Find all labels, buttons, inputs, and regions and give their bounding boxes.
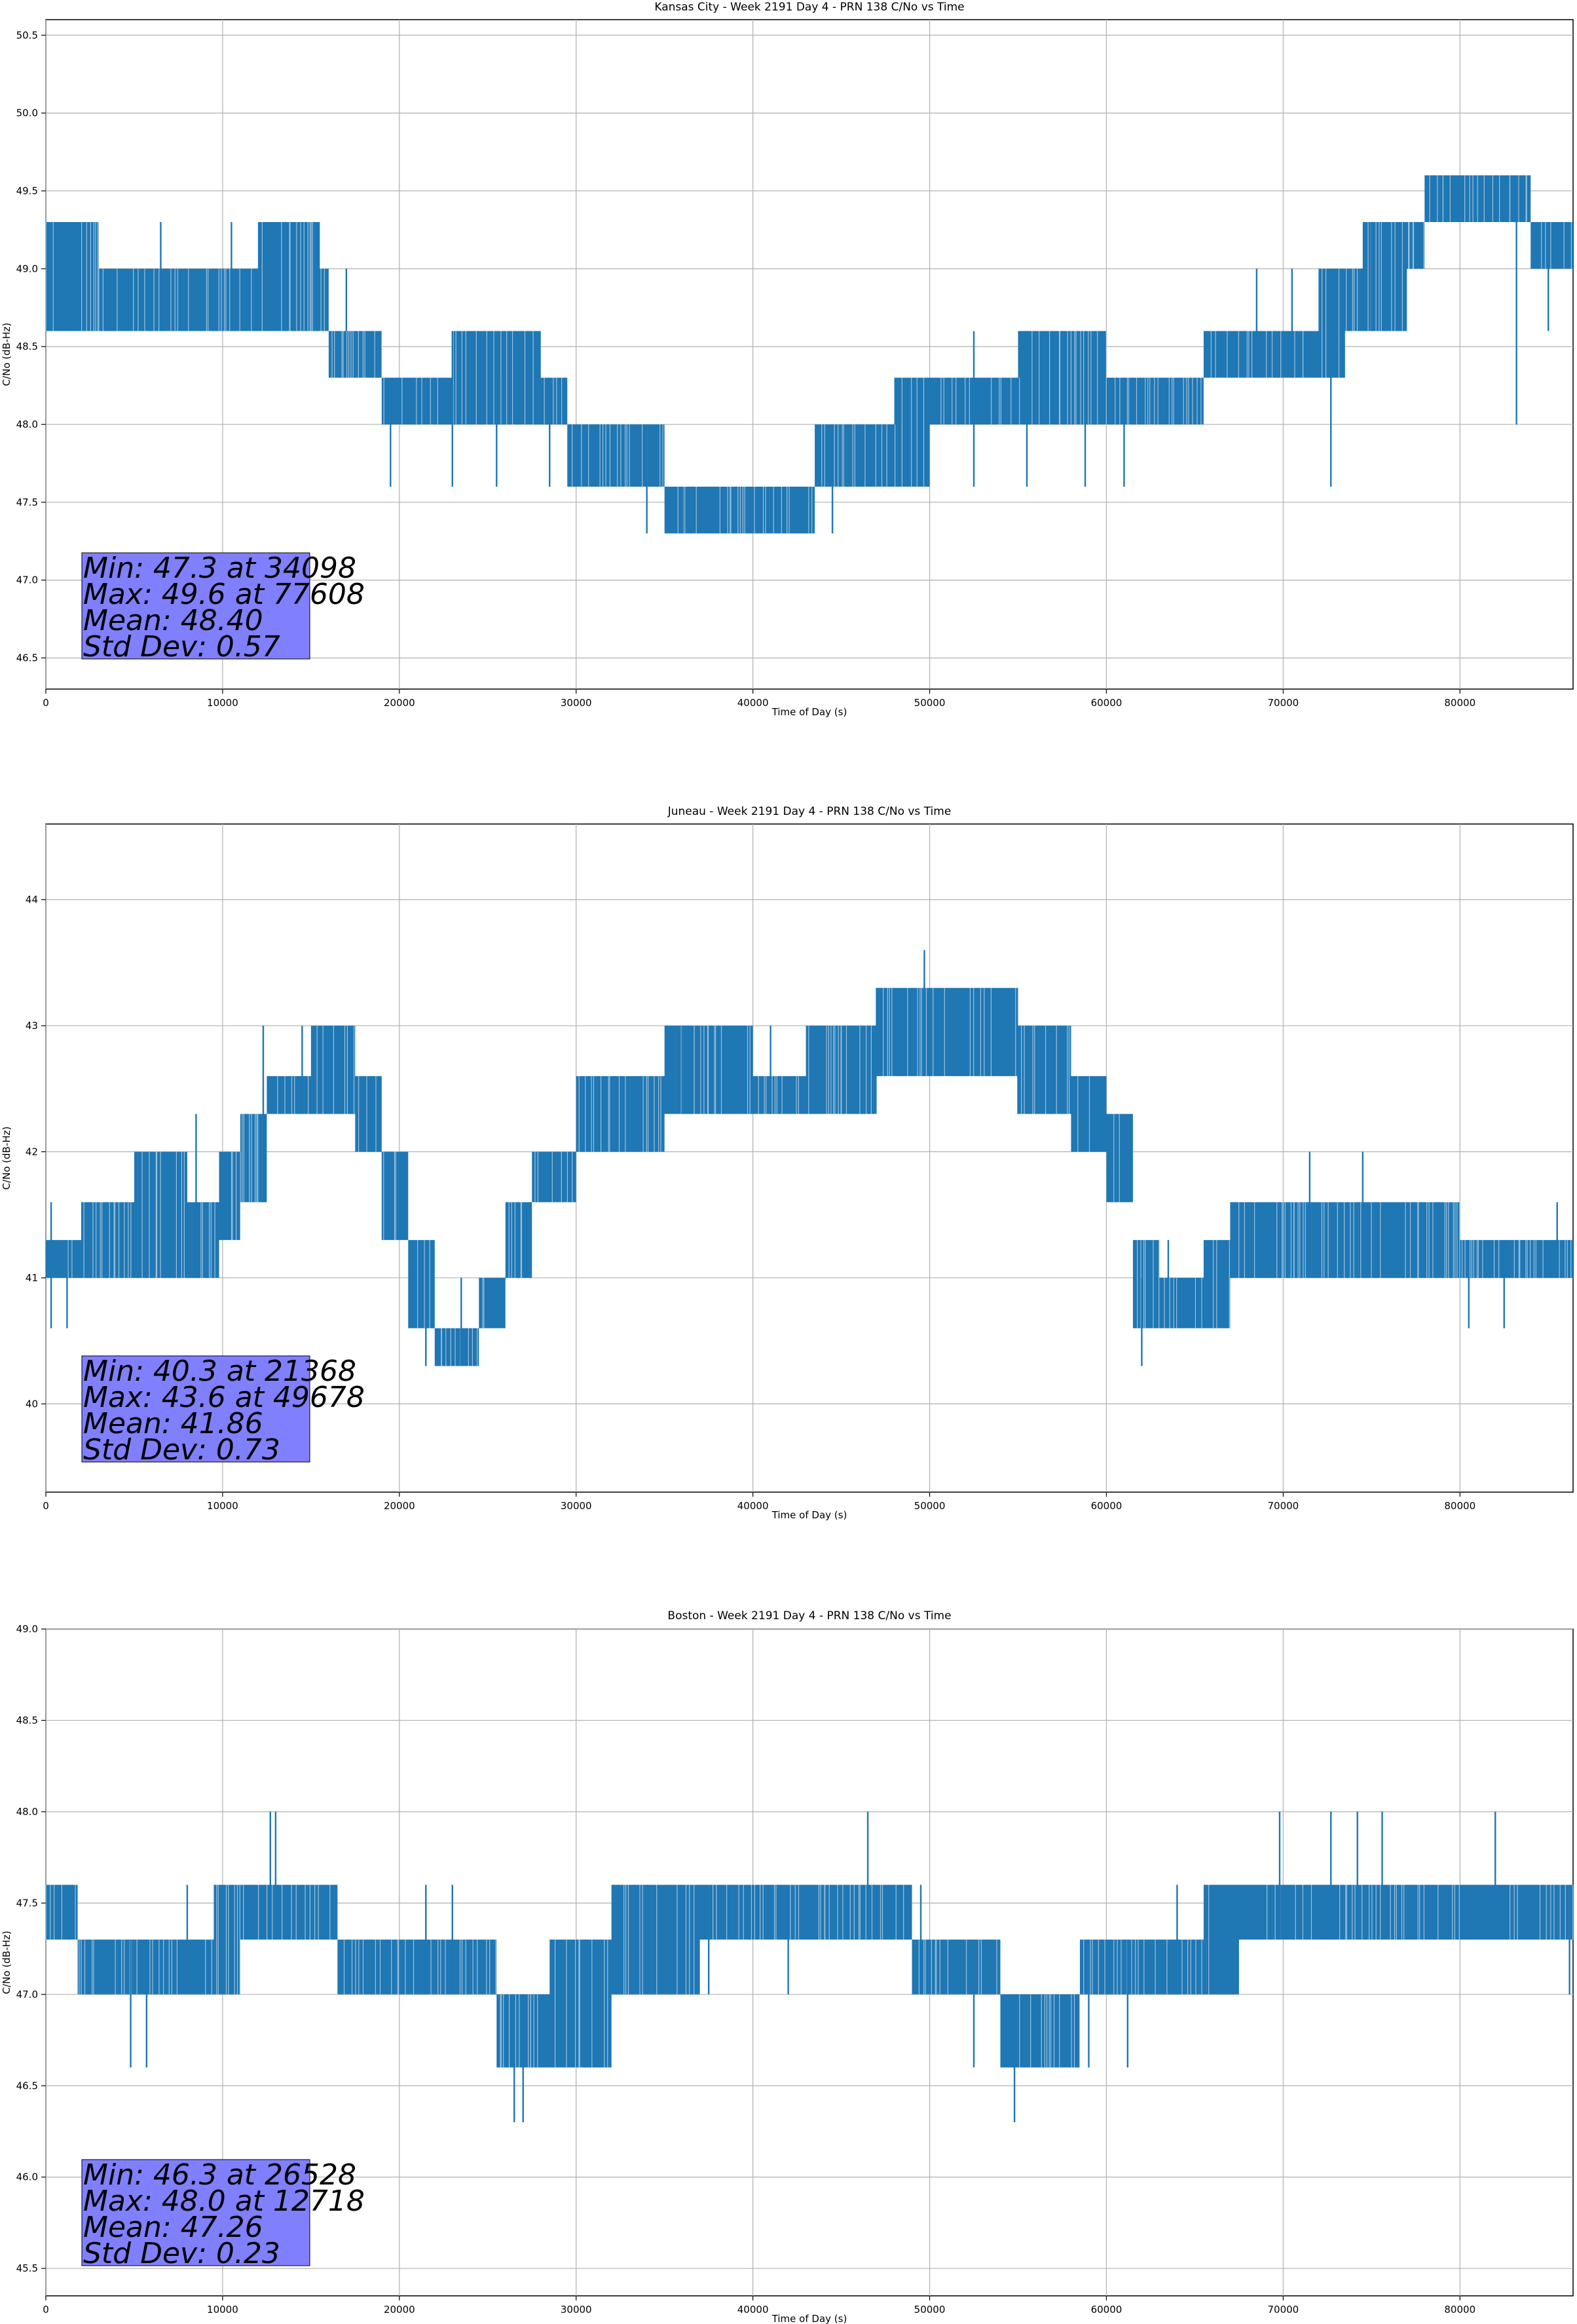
y-tick-label: 49.0 [16,263,38,274]
axis-ticks: 0 10000 20000 30000 40000 50000 60000 70000 8000… [16,29,1476,709]
x-tick-label: 20000 [384,1500,415,1512]
chart-panel-juneau: 0 10000 20000 30000 40000 50000 60000 70000 8000… [1,805,1574,1521]
x-tick-label: 70000 [1267,2304,1299,2315]
x-tick-label: 80000 [1444,2304,1475,2315]
y-tick-label: 42 [26,1146,38,1157]
y-tick-label: 50.0 [16,107,38,119]
stats-min: Min: 47.3 at 34098 [83,552,356,585]
x-tick-label: 80000 [1444,1500,1475,1512]
y-axis-label: C/No (dB-Hz) [1,1127,12,1190]
data-series [46,950,1573,1366]
stats-min: Min: 46.3 at 26528 [83,2158,356,2192]
series-texture [45,175,1572,534]
x-tick-label: 20000 [384,697,415,709]
series-band [46,988,1573,1366]
chart-title: Juneau - Week 2191 Day 4 - PRN 138 C/No … [667,805,952,818]
stats-mean: Mean: 48.40 [83,604,263,637]
chart-title: Boston - Week 2191 Day 4 - PRN 138 C/No … [667,1609,951,1622]
x-tick-label: 0 [43,697,49,709]
series-band [46,1884,1573,2068]
x-tick-label: 40000 [737,697,769,709]
y-tick-label: 49.5 [16,185,38,197]
x-tick-label: 50000 [914,2304,946,2315]
y-tick-label: 47.5 [16,1897,38,1909]
x-tick-label: 0 [43,2304,49,2315]
stats-min: Min: 40.3 at 21368 [83,1355,356,1388]
y-tick-label: 40 [26,1398,38,1410]
y-tick-label: 48.5 [16,1714,38,1726]
stats-max: Max: 43.6 at 49678 [83,1381,365,1414]
x-tick-label: 60000 [1091,1500,1122,1512]
x-tick-label: 70000 [1267,1500,1299,1512]
x-tick-label: 30000 [561,1500,592,1512]
y-tick-label: 43 [26,1020,38,1032]
x-tick-label: 30000 [561,697,592,709]
y-tick-label: 48.0 [16,419,38,430]
x-axis-label: Time of Day (s) [771,2313,847,2324]
x-tick-label: 40000 [737,2304,769,2315]
x-tick-label: 50000 [914,1500,946,1512]
x-tick-label: 10000 [207,697,238,709]
y-tick-label: 50.5 [16,29,38,41]
series-texture [45,1884,1574,2068]
y-axis-label: C/No (dB-Hz) [1,323,12,386]
stats-std-dev: Std Dev: 0.23 [83,2237,280,2270]
y-axis-label: C/No (dB-Hz) [1,1931,12,1995]
axis-ticks: 0 10000 20000 30000 40000 50000 60000 70000 8000… [16,1623,1476,2315]
series-texture [67,988,1572,1366]
x-tick-label: 70000 [1267,697,1299,709]
y-tick-label: 46.5 [16,2080,38,2091]
stats-annotation: Min: 47.3 at 34098 Max: 49.6 at 77608 Me… [81,552,365,664]
stats-annotation: Min: 40.3 at 21368 Max: 43.6 at 49678 Me… [81,1355,365,1467]
x-tick-label: 0 [43,1500,49,1512]
x-tick-label: 10000 [207,2304,238,2315]
chart-panel-kansas-city: 0 10000 20000 30000 40000 50000 60000 70000 8000… [1,1,1574,718]
axis-ticks: 0 10000 20000 30000 40000 50000 60000 70000 8000… [26,893,1475,1512]
x-tick-label: 30000 [561,2304,592,2315]
x-tick-label: 10000 [207,1500,238,1512]
y-tick-label: 46.5 [16,652,38,664]
stats-mean: Mean: 41.86 [83,1407,263,1440]
y-tick-label: 44 [26,893,38,905]
series-band [46,175,1573,534]
stats-std-dev: Std Dev: 0.73 [83,1433,280,1467]
chart-panel-boston: 0 10000 20000 30000 40000 50000 60000 70000 8000… [1,1609,1574,2324]
y-tick-label: 41 [26,1272,38,1284]
y-tick-label: 45.5 [16,2262,38,2274]
x-tick-label: 60000 [1091,2304,1122,2315]
y-tick-label: 49.0 [16,1623,38,1635]
y-tick-label: 48.5 [16,341,38,352]
stats-box [81,552,310,660]
stats-mean: Mean: 47.26 [83,2211,263,2244]
data-series [45,1811,1574,2123]
y-tick-label: 46.0 [16,2171,38,2183]
stats-std-dev: Std Dev: 0.57 [83,630,280,664]
chart-title: Kansas City - Week 2191 Day 4 - PRN 138 … [654,1,964,14]
y-tick-label: 47.0 [16,574,38,586]
x-tick-label: 80000 [1444,697,1475,709]
x-tick-label: 20000 [384,2304,415,2315]
x-axis-label: Time of Day (s) [771,1509,847,1521]
y-tick-label: 47.0 [16,1989,38,2000]
x-axis-label: Time of Day (s) [771,706,847,718]
y-tick-label: 48.0 [16,1806,38,1818]
grid-lines [45,1628,1573,2296]
x-tick-label: 60000 [1091,697,1122,709]
x-tick-label: 50000 [914,697,946,709]
x-tick-label: 40000 [737,1500,769,1512]
stats-max: Max: 48.0 at 12718 [83,2184,365,2218]
stats-annotation: Min: 46.3 at 26528 Max: 48.0 at 12718 Me… [81,2158,365,2270]
y-tick-label: 47.5 [16,497,38,508]
stats-box [81,2159,310,2266]
data-series [45,175,1573,534]
stats-max: Max: 49.6 at 77608 [83,578,365,611]
stats-box [81,1355,310,1463]
